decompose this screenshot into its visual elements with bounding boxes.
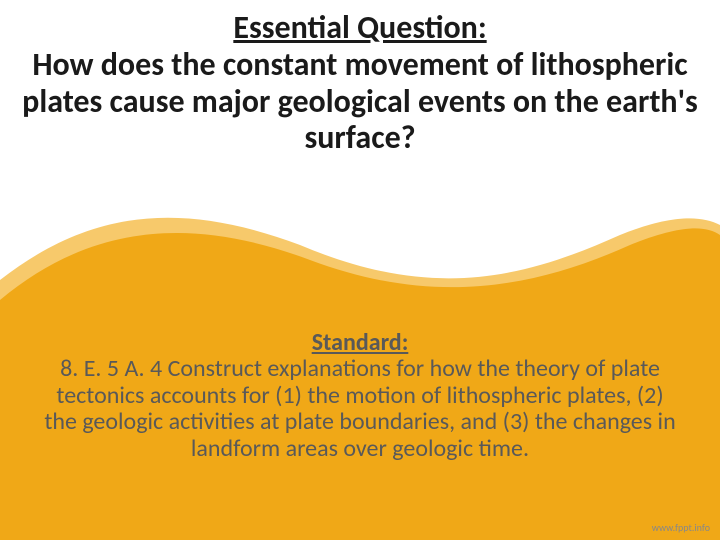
essential-question-text: How does the constant movement of lithos…: [20, 47, 700, 157]
essential-question-label: Essential Question:: [20, 10, 700, 47]
standard-label: Standard:: [38, 330, 682, 356]
standard-block: Standard: 8. E. 5 A. 4 Construct explana…: [0, 330, 720, 462]
standard-body-text: 8. E. 5 A. 4 Construct explanations for …: [38, 356, 682, 462]
title-block: Essential Question: How does the constan…: [0, 10, 720, 157]
footer-watermark: www.fppt.info: [652, 521, 710, 534]
slide-container: Essential Question: How does the constan…: [0, 0, 720, 540]
